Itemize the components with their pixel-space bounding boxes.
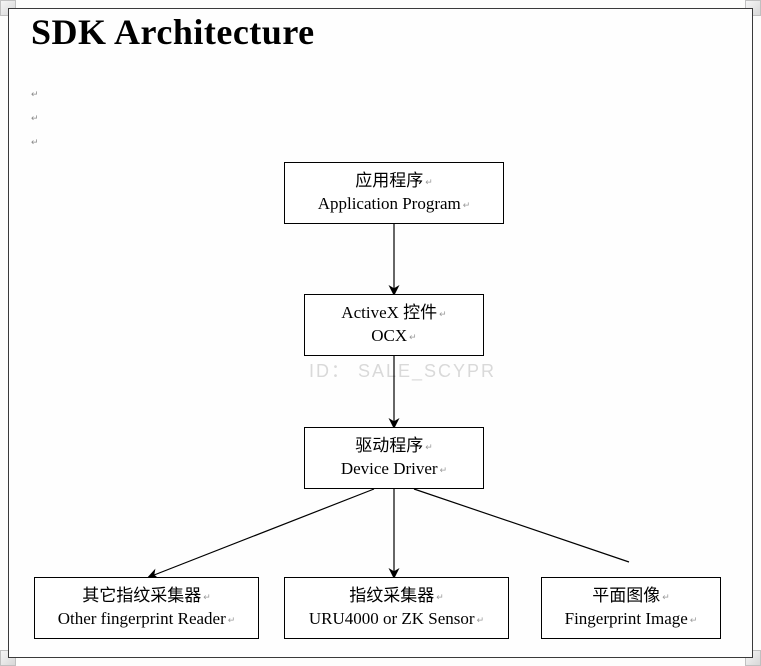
node-uru: 指纹采集器↵URU4000 or ZK Sensor↵: [284, 577, 509, 639]
page: SDK Architecture ↵ ↵ ↵ ID： SALE_SCYPR 应用程序…: [0, 0, 761, 666]
paragraph-mark-icon: ↵: [439, 309, 447, 319]
node-label-line1: ActiveX 控件↵: [341, 302, 446, 325]
node-driver: 驱动程序↵Device Driver↵: [304, 427, 484, 489]
paragraph-mark-icon: ↵: [228, 615, 236, 625]
paragraph-mark-icon: ↵: [662, 592, 670, 602]
node-label-line2: Device Driver↵: [341, 458, 447, 481]
node-label-line1: 其它指纹采集器↵: [82, 585, 211, 608]
paragraph-mark: ↵: [31, 89, 39, 100]
node-label-line2: Other fingerprint Reader↵: [58, 608, 236, 631]
watermark-text: ID： SALE_SCYPR: [309, 357, 496, 383]
node-label-line2: OCX↵: [371, 325, 416, 348]
paragraph-mark-icon: ↵: [690, 615, 698, 625]
paragraph-mark-icon: ↵: [203, 592, 211, 602]
edge-driver-to-img: [414, 489, 629, 562]
paragraph-mark-icon: ↵: [440, 465, 448, 475]
paragraph-mark: ↵: [31, 137, 39, 148]
node-label-line2: Application Program↵: [318, 193, 471, 216]
paragraph-mark-icon: ↵: [425, 442, 433, 452]
node-img: 平面图像↵Fingerprint Image↵: [541, 577, 721, 639]
paragraph-mark-icon: ↵: [477, 615, 485, 625]
paragraph-mark-icon: ↵: [409, 332, 417, 342]
diagram-frame: SDK Architecture ↵ ↵ ↵ ID： SALE_SCYPR 应用程序…: [8, 8, 753, 658]
page-title: SDK Architecture: [31, 11, 315, 53]
node-label-line1: 应用程序↵: [355, 170, 433, 193]
node-other: 其它指纹采集器↵Other fingerprint Reader↵: [34, 577, 259, 639]
paragraph-mark: ↵: [31, 113, 39, 124]
node-label-line1: 驱动程序↵: [355, 435, 433, 458]
node-label-line2: Fingerprint Image↵: [565, 608, 698, 631]
paragraph-mark-icon: ↵: [425, 177, 433, 187]
node-ocx: ActiveX 控件↵OCX↵: [304, 294, 484, 356]
edge-driver-to-other: [149, 489, 374, 577]
node-app: 应用程序↵Application Program↵: [284, 162, 504, 224]
paragraph-mark-icon: ↵: [436, 592, 444, 602]
paragraph-mark-icon: ↵: [463, 200, 471, 210]
node-label-line1: 指纹采集器↵: [349, 585, 444, 608]
node-label-line2: URU4000 or ZK Sensor↵: [309, 608, 484, 631]
node-label-line1: 平面图像↵: [592, 585, 670, 608]
